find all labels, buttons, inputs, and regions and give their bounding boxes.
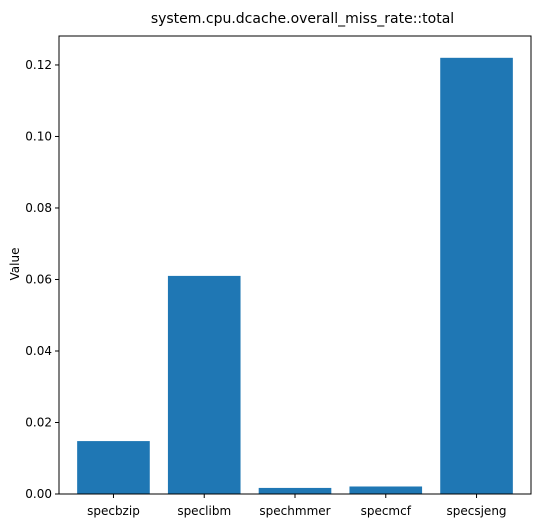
x-tick-label-specmcf: specmcf — [361, 504, 412, 518]
y-tick-label: 0.00 — [25, 487, 52, 501]
y-tick-label: 0.10 — [25, 129, 52, 143]
x-tick-label-speclibm: speclibm — [177, 504, 231, 518]
x-tick-label-specsjeng: specsjeng — [447, 504, 507, 518]
y-tick-label: 0.12 — [25, 58, 52, 72]
bar-specbzip — [77, 441, 150, 494]
bar-specsjeng — [440, 57, 513, 495]
bar-spechmmer — [258, 487, 332, 494]
y-tick-label: 0.08 — [25, 201, 52, 215]
y-axis-ticks: 0.00 0.02 0.04 0.06 0.08 0.10 0.12 — [25, 58, 59, 501]
bar-speclibm — [167, 275, 241, 494]
y-tick-label: 0.04 — [25, 344, 52, 358]
x-tick-label-specbzip: specbzip — [87, 504, 140, 518]
x-tick-label-spechmmer: spechmmer — [259, 504, 330, 518]
y-axis-label: Value — [8, 248, 22, 281]
plot-frame — [58, 35, 532, 495]
y-tick-label: 0.02 — [25, 415, 52, 429]
x-axis-ticks: specbzip speclibm spechmmer specmcf specsjen… — [87, 494, 507, 518]
bars-group — [77, 57, 513, 495]
bar-specmcf — [349, 486, 423, 494]
chart-title: system.cpu.dcache.overall_miss_rate::tot… — [151, 11, 454, 27]
y-tick-label: 0.06 — [25, 272, 52, 286]
